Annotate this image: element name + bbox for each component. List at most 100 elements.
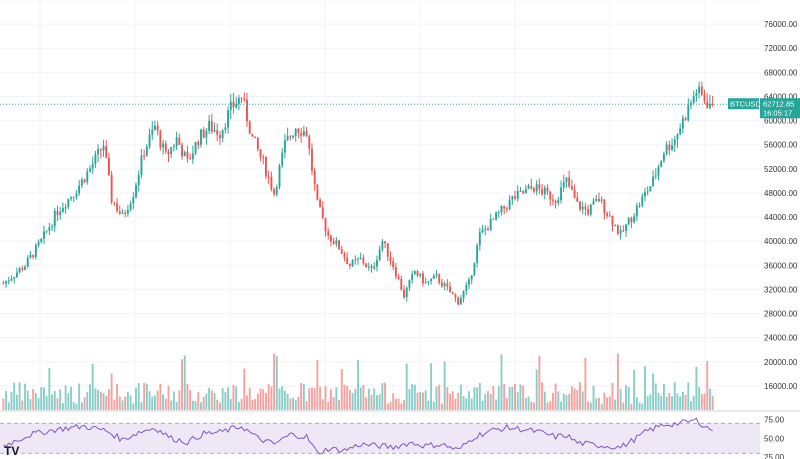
candle-body	[611, 215, 614, 226]
tradingview-logo[interactable]: TV	[4, 444, 19, 458]
candle-body	[432, 275, 435, 279]
price-axis[interactable]: 16000.00 20000.00 24000.00 28000.00 32000.00…	[764, 20, 798, 391]
volume-bar	[270, 386, 273, 410]
candle-body	[29, 254, 32, 258]
candle-body	[622, 230, 625, 232]
rsi-tick-label: 75.00	[764, 416, 785, 425]
volume-bar	[430, 363, 433, 410]
volume-bar	[708, 388, 711, 410]
volume-bar	[10, 391, 13, 410]
candle-body	[137, 175, 140, 186]
candle-body	[641, 196, 644, 206]
candle-body	[194, 141, 197, 154]
volume-bar	[105, 395, 108, 410]
candle-body	[59, 211, 62, 216]
candle-body	[251, 133, 254, 137]
volume-bar	[32, 389, 35, 410]
candle-body	[40, 238, 43, 242]
volume-bar	[140, 402, 143, 410]
candle-body	[446, 283, 449, 287]
volume-bar	[335, 387, 338, 410]
candle-body	[335, 240, 338, 245]
candle-body	[700, 86, 703, 95]
candle-body	[562, 182, 565, 188]
volume-bar	[549, 401, 552, 410]
volume-bar	[216, 399, 219, 410]
volume-bar	[654, 383, 657, 410]
candle-body	[500, 206, 503, 213]
price-tick-label: 64000.00	[764, 92, 798, 101]
volume-bar	[151, 396, 154, 410]
candle-body	[454, 294, 457, 298]
candle-body	[665, 144, 668, 154]
volume-bar	[592, 385, 595, 410]
candle-body	[294, 128, 297, 136]
volume-bar	[34, 393, 37, 410]
price-tick-label: 44000.00	[764, 213, 798, 222]
volume-bar	[522, 385, 525, 410]
volume-bar	[237, 401, 240, 410]
volume-bar	[486, 391, 489, 410]
candle-body	[627, 218, 630, 225]
volume-bar	[565, 394, 568, 410]
volume-bar	[294, 400, 297, 410]
candle-body	[541, 188, 544, 195]
candle-body	[164, 143, 167, 152]
volume-bar	[478, 382, 481, 410]
volume-bar	[59, 389, 62, 410]
volume-bar	[392, 393, 395, 410]
candle-body	[394, 267, 397, 277]
price-tick-label: 24000.00	[764, 334, 798, 343]
volume-bar	[446, 387, 449, 410]
candle-body	[546, 187, 549, 192]
volume-bar	[413, 384, 416, 410]
candle-body	[630, 218, 633, 223]
candle-body	[229, 101, 232, 111]
candle-body	[581, 206, 584, 210]
price-tick-label: 60000.00	[764, 117, 798, 126]
volume-bar	[641, 403, 644, 410]
candle-body	[159, 130, 162, 148]
volume-bar	[673, 382, 676, 410]
candle-body	[568, 177, 571, 187]
volume-bar	[397, 398, 400, 410]
candle-body	[603, 199, 606, 214]
volume-bar	[606, 397, 609, 410]
volume-bar	[316, 359, 319, 410]
price-tick-label: 32000.00	[764, 285, 798, 294]
candle-body	[343, 253, 346, 258]
candle-body	[449, 286, 451, 293]
candle-body	[511, 196, 514, 200]
volume-bar	[700, 394, 703, 410]
volume-bar	[543, 391, 546, 410]
candle-body	[83, 179, 86, 182]
volume-bar	[476, 387, 479, 410]
rsi-axis[interactable]: 25.00 50.00 75.00	[764, 416, 785, 459]
volume-bar	[573, 388, 576, 410]
price-tick-label: 72000.00	[764, 44, 798, 53]
candle-body	[476, 245, 479, 263]
volume-bar	[164, 398, 167, 410]
candle-body	[53, 210, 56, 227]
candle-body	[522, 190, 525, 194]
candle-body	[172, 145, 175, 148]
volume-bar	[652, 373, 655, 410]
volume-bar	[235, 386, 238, 410]
candle-body	[262, 156, 265, 158]
volume-bar	[711, 395, 714, 410]
volume-bar	[378, 394, 381, 410]
candle-body	[208, 121, 211, 131]
volume-bar	[394, 398, 397, 410]
candle-body	[633, 216, 636, 223]
volume-bar	[438, 384, 441, 410]
candle-body	[706, 101, 709, 108]
volume-bar	[695, 366, 698, 410]
volume-bar	[481, 400, 484, 410]
volume-bar	[200, 402, 202, 410]
volume-bar	[278, 388, 281, 410]
volume-bar	[26, 390, 29, 410]
candle-body	[10, 278, 13, 281]
volume-bar	[281, 386, 284, 410]
candle-body	[143, 155, 146, 157]
